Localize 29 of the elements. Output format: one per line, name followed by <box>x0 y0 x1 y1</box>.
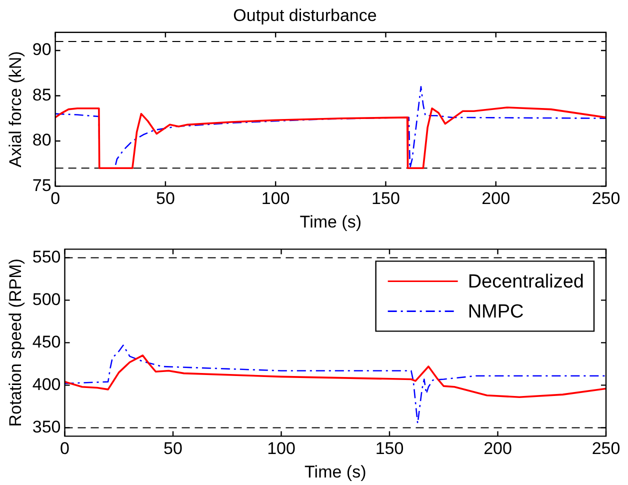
legend-label: Decentralized <box>468 271 584 292</box>
x-axis-title: Time (s) <box>300 212 362 232</box>
y-tick-label: 400 <box>32 374 61 394</box>
y-tick-label: 350 <box>32 417 61 436</box>
line-series <box>64 344 606 424</box>
x-tick-label: 200 <box>484 439 512 458</box>
x-tick-label: 150 <box>372 189 400 208</box>
y-tick-label: 85 <box>32 85 52 104</box>
x-tick-label: 100 <box>267 439 296 458</box>
x-tick-label: 0 <box>50 189 60 208</box>
x-tick-label: 250 <box>592 439 620 458</box>
y-tick-label: 80 <box>32 130 52 150</box>
x-tick-label: 50 <box>164 439 182 458</box>
x-axis-title: Time (s) <box>304 462 366 482</box>
y-tick-label: 500 <box>32 290 61 309</box>
chart-title: Output disturbance <box>233 6 377 25</box>
x-tick-label: 50 <box>156 189 175 208</box>
y-axis-title: Rotation speed (RPM) <box>6 258 25 427</box>
x-tick-label: 250 <box>592 189 620 208</box>
y-tick-label: 450 <box>32 332 61 352</box>
x-tick-label: 100 <box>261 189 290 208</box>
y-tick-label: 75 <box>32 176 52 195</box>
x-tick-label: 200 <box>482 189 510 208</box>
y-axis-title: Axial force (kN) <box>6 51 25 168</box>
x-tick-label: 0 <box>60 439 70 458</box>
x-tick-label: 150 <box>375 439 404 458</box>
y-tick-label: 90 <box>32 40 52 60</box>
y-tick-label: 550 <box>32 247 61 266</box>
legend-label: NMPC <box>468 301 524 322</box>
